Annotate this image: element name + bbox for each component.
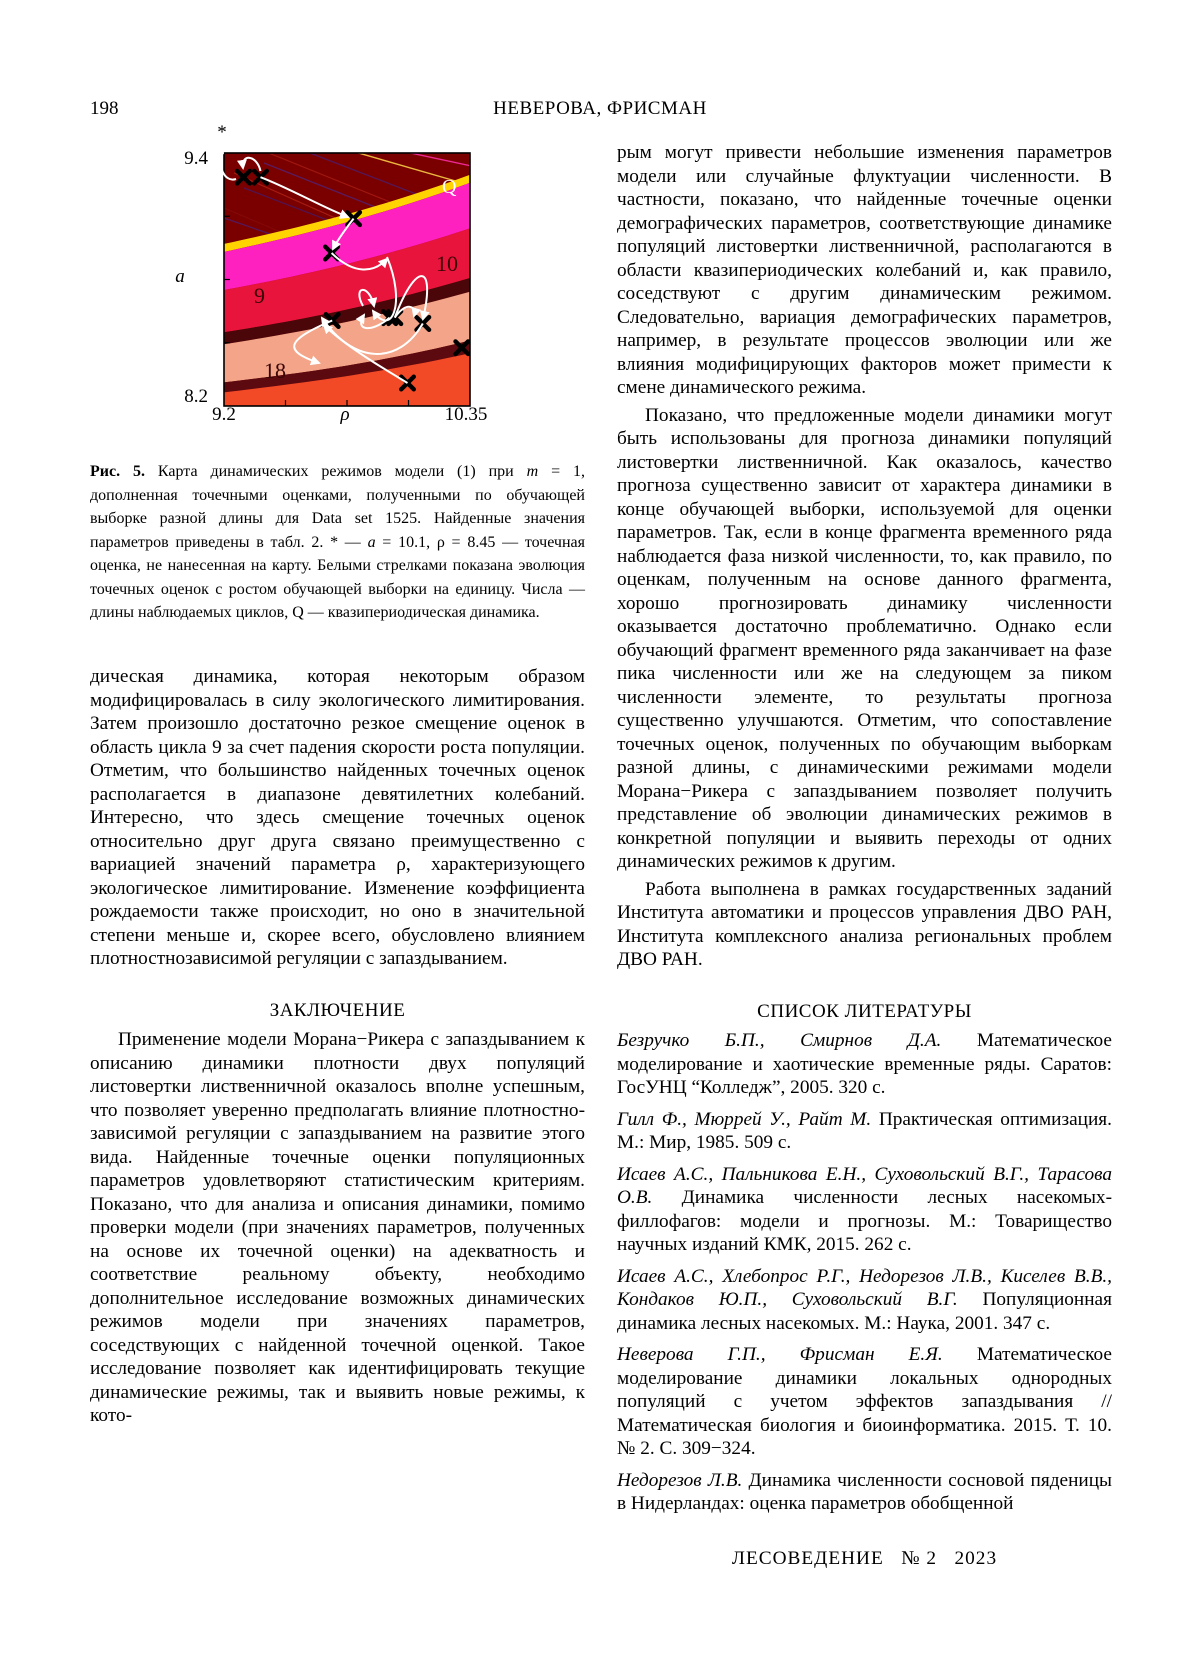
svg-text:a: a [175,266,185,287]
svg-text:10.35: 10.35 [445,404,488,425]
svg-text:Q: Q [442,176,457,198]
svg-text:9: 9 [254,283,265,308]
svg-text:9.4: 9.4 [184,148,208,169]
svg-text:10: 10 [436,251,458,276]
svg-text:ρ: ρ [339,404,349,425]
svg-text:9.2: 9.2 [212,404,236,425]
svg-text:8.2: 8.2 [184,386,208,407]
svg-text:18: 18 [264,358,286,383]
svg-text:*: * [217,122,227,143]
